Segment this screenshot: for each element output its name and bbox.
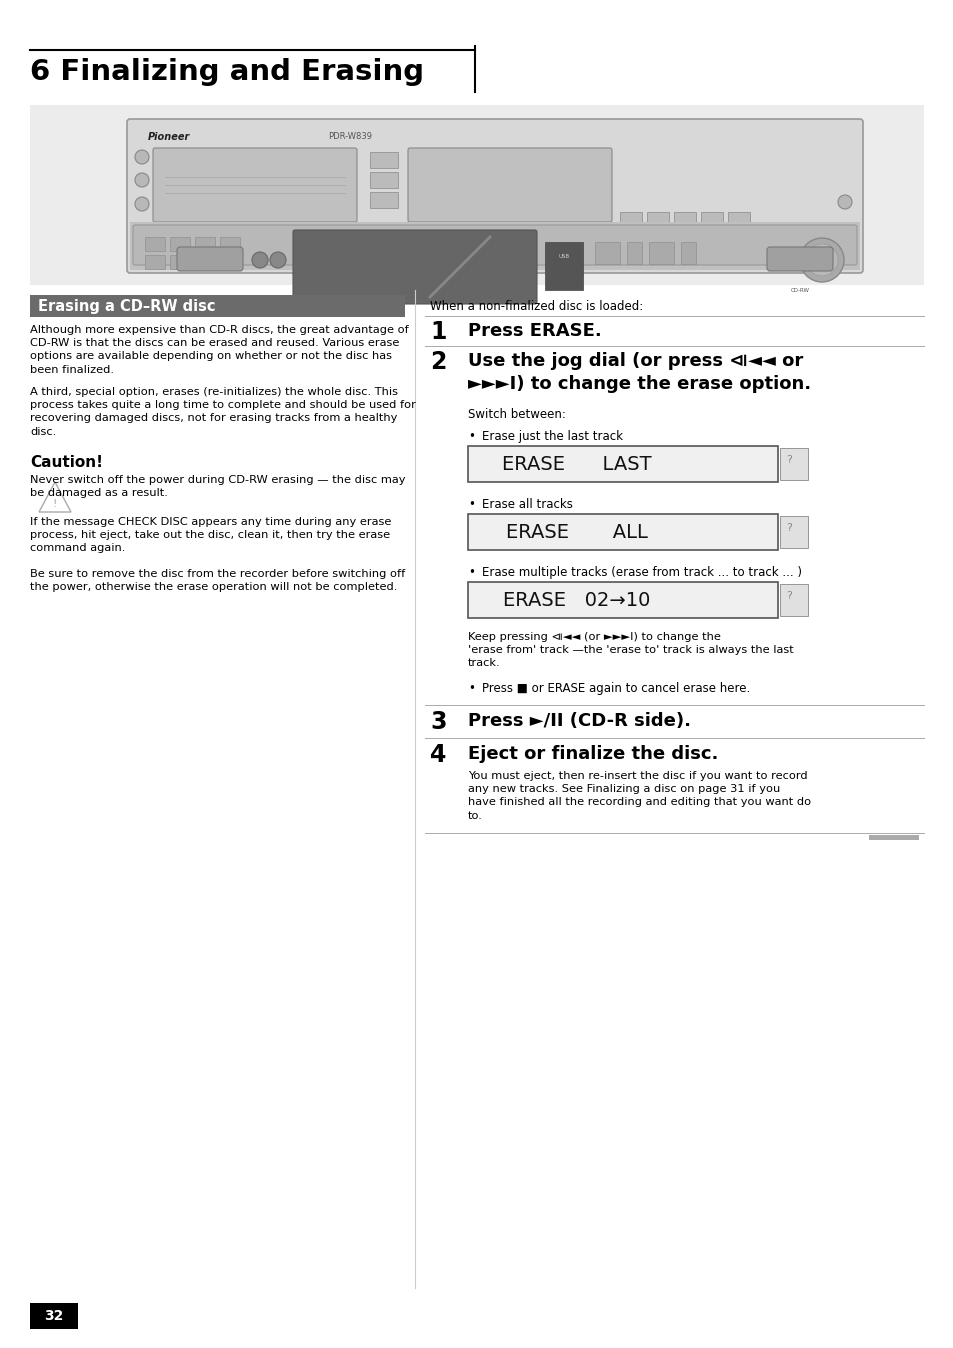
- Bar: [626, 243, 641, 264]
- Text: Keep pressing ⧏◄◄ (or ►►►Ⅰ) to change the
'erase from' track —the 'erase to' tra: Keep pressing ⧏◄◄ (or ►►►Ⅰ) to change th…: [468, 632, 793, 669]
- Text: 6 Finalizing and Erasing: 6 Finalizing and Erasing: [30, 58, 424, 86]
- Bar: [595, 243, 619, 264]
- Bar: [370, 152, 397, 168]
- Polygon shape: [39, 483, 71, 512]
- Text: ?: ?: [785, 523, 791, 532]
- Text: If the message CHECK DISC appears any time during any erase
process, hit eject, : If the message CHECK DISC appears any ti…: [30, 518, 391, 554]
- Bar: [780, 584, 807, 616]
- Bar: [194, 255, 214, 270]
- Circle shape: [135, 173, 149, 187]
- Text: !: !: [52, 499, 57, 510]
- Text: Although more expensive than CD-R discs, the great advantage of
CD-RW is that th: Although more expensive than CD-R discs,…: [30, 325, 408, 375]
- Bar: [170, 237, 190, 251]
- Circle shape: [252, 252, 268, 268]
- Bar: [544, 243, 582, 290]
- Circle shape: [135, 197, 149, 212]
- FancyBboxPatch shape: [152, 148, 356, 222]
- Bar: [648, 243, 673, 264]
- Text: ERASE      LAST: ERASE LAST: [501, 454, 651, 473]
- Bar: [868, 834, 918, 840]
- Text: ERASE       ALL: ERASE ALL: [505, 523, 647, 542]
- Text: 3: 3: [430, 710, 446, 735]
- Text: CD-RW: CD-RW: [790, 287, 809, 293]
- Bar: [646, 212, 668, 226]
- Text: ERASE   02→10: ERASE 02→10: [502, 590, 650, 609]
- Text: Caution!: Caution!: [30, 456, 103, 470]
- Bar: [30, 105, 923, 284]
- Circle shape: [805, 244, 837, 276]
- Text: 32: 32: [44, 1309, 64, 1322]
- Text: 4: 4: [430, 743, 446, 767]
- Text: You must eject, then re-insert the disc if you want to record
any new tracks. Se: You must eject, then re-insert the disc …: [468, 771, 810, 821]
- Bar: [194, 237, 214, 251]
- Bar: [780, 516, 807, 549]
- FancyBboxPatch shape: [468, 582, 778, 617]
- Bar: [170, 255, 190, 270]
- Bar: [220, 237, 240, 251]
- Text: Pioneer: Pioneer: [148, 132, 190, 142]
- Text: Never switch off the power during CD-RW erasing — the disc may
be damaged as a r: Never switch off the power during CD-RW …: [30, 474, 405, 499]
- Bar: [220, 255, 240, 270]
- Bar: [370, 173, 397, 187]
- Bar: [727, 212, 749, 226]
- Text: 2: 2: [430, 350, 446, 373]
- FancyBboxPatch shape: [468, 514, 778, 550]
- Bar: [145, 255, 165, 270]
- Text: ?: ?: [785, 456, 791, 465]
- Text: •: •: [468, 497, 475, 511]
- Bar: [30, 1304, 78, 1329]
- Bar: [680, 243, 696, 264]
- Text: PDR-W839: PDR-W839: [328, 132, 372, 142]
- Bar: [700, 212, 722, 226]
- Circle shape: [135, 150, 149, 164]
- Text: Erase all tracks: Erase all tracks: [481, 497, 572, 511]
- Text: Press ERASE.: Press ERASE.: [468, 322, 601, 340]
- Bar: [130, 222, 859, 270]
- Text: Erasing a CD–RW disc: Erasing a CD–RW disc: [38, 298, 215, 314]
- Text: Press ►/II (CD-R side).: Press ►/II (CD-R side).: [468, 712, 690, 731]
- Text: Eject or finalize the disc.: Eject or finalize the disc.: [468, 745, 718, 763]
- Text: •: •: [468, 430, 475, 443]
- Text: ?: ?: [785, 590, 791, 601]
- Circle shape: [800, 239, 843, 282]
- Bar: [30, 295, 405, 317]
- Circle shape: [270, 252, 286, 268]
- Text: A third, special option, erases (re-initializes) the whole disc. This
process ta: A third, special option, erases (re-init…: [30, 387, 416, 437]
- Bar: [619, 212, 641, 226]
- FancyBboxPatch shape: [177, 247, 243, 271]
- Text: •: •: [468, 682, 475, 696]
- Bar: [780, 448, 807, 480]
- Text: Switch between:: Switch between:: [468, 408, 565, 421]
- FancyBboxPatch shape: [766, 247, 832, 271]
- Circle shape: [837, 195, 851, 209]
- Text: En: En: [30, 1318, 46, 1332]
- Text: Erase just the last track: Erase just the last track: [481, 430, 622, 443]
- Text: USB: USB: [558, 255, 569, 260]
- Text: When a non-finalized disc is loaded:: When a non-finalized disc is loaded:: [430, 301, 642, 313]
- Text: Be sure to remove the disc from the recorder before switching off
the power, oth: Be sure to remove the disc from the reco…: [30, 569, 405, 592]
- Text: 1: 1: [430, 319, 446, 344]
- Text: •: •: [468, 566, 475, 580]
- FancyBboxPatch shape: [408, 148, 612, 222]
- FancyBboxPatch shape: [468, 446, 778, 483]
- FancyBboxPatch shape: [132, 225, 856, 266]
- Text: Erase multiple tracks (erase from track ... to track ... ): Erase multiple tracks (erase from track …: [481, 566, 801, 580]
- Text: Use the jog dial (or press ⧏◄◄ or
►►►Ⅰ) to change the erase option.: Use the jog dial (or press ⧏◄◄ or ►►►Ⅰ) …: [468, 352, 810, 392]
- Text: Press ■ or ERASE again to cancel erase here.: Press ■ or ERASE again to cancel erase h…: [481, 682, 749, 696]
- Bar: [370, 191, 397, 208]
- Bar: [145, 237, 165, 251]
- Bar: [673, 212, 696, 226]
- FancyBboxPatch shape: [127, 119, 862, 274]
- FancyBboxPatch shape: [293, 231, 537, 305]
